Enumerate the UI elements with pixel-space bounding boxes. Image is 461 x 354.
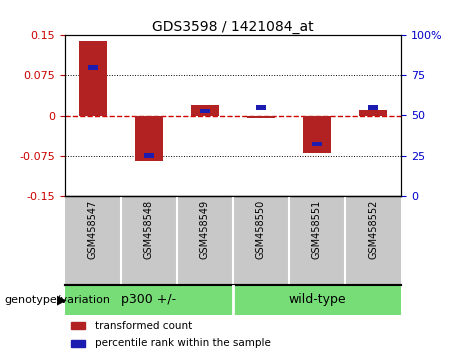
- Text: transformed count: transformed count: [95, 320, 192, 331]
- Text: GSM458548: GSM458548: [144, 200, 154, 259]
- Title: GDS3598 / 1421084_at: GDS3598 / 1421084_at: [152, 21, 313, 34]
- Text: wild-type: wild-type: [288, 293, 346, 306]
- Bar: [191, 105, 219, 115]
- Bar: [78, 41, 106, 115]
- Bar: [312, 142, 322, 147]
- Text: ▶: ▶: [58, 293, 67, 306]
- Bar: [144, 153, 154, 158]
- Bar: [247, 115, 275, 118]
- Text: GSM458547: GSM458547: [88, 200, 98, 259]
- Text: GSM458549: GSM458549: [200, 200, 210, 259]
- FancyBboxPatch shape: [71, 340, 85, 347]
- Bar: [368, 105, 378, 110]
- Bar: [359, 110, 387, 115]
- Bar: [88, 65, 98, 70]
- Text: GSM458550: GSM458550: [256, 200, 266, 259]
- Bar: [303, 115, 331, 153]
- Bar: [200, 109, 210, 113]
- Text: p300 +/-: p300 +/-: [121, 293, 176, 306]
- FancyBboxPatch shape: [71, 322, 85, 329]
- Bar: [135, 115, 163, 161]
- Text: GSM458552: GSM458552: [368, 200, 378, 259]
- Text: GSM458551: GSM458551: [312, 200, 322, 259]
- Bar: [256, 105, 266, 110]
- Text: genotype/variation: genotype/variation: [5, 295, 111, 305]
- Text: percentile rank within the sample: percentile rank within the sample: [95, 338, 271, 348]
